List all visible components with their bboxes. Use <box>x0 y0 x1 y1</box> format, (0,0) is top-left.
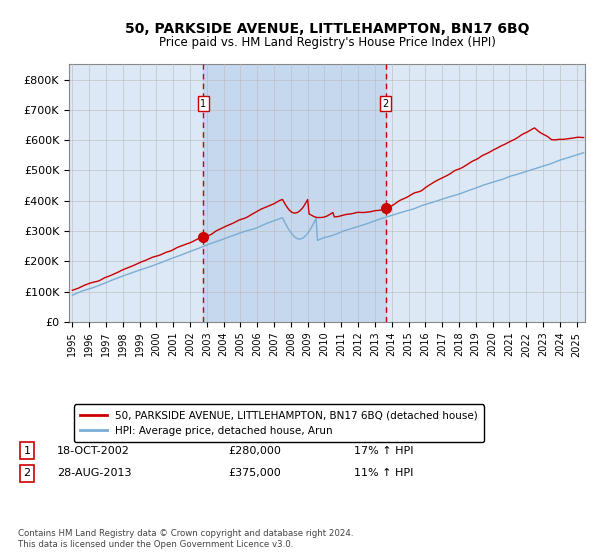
Bar <box>203 64 386 322</box>
Text: 11% ↑ HPI: 11% ↑ HPI <box>354 468 413 478</box>
Text: Contains HM Land Registry data © Crown copyright and database right 2024.
This d: Contains HM Land Registry data © Crown c… <box>18 529 353 549</box>
Text: 28-AUG-2013: 28-AUG-2013 <box>57 468 131 478</box>
Legend: 50, PARKSIDE AVENUE, LITTLEHAMPTON, BN17 6BQ (detached house), HPI: Average pric: 50, PARKSIDE AVENUE, LITTLEHAMPTON, BN17… <box>74 404 484 442</box>
Text: 50, PARKSIDE AVENUE, LITTLEHAMPTON, BN17 6BQ: 50, PARKSIDE AVENUE, LITTLEHAMPTON, BN17… <box>125 22 529 36</box>
Text: Price paid vs. HM Land Registry's House Price Index (HPI): Price paid vs. HM Land Registry's House … <box>158 36 496 49</box>
Text: £280,000: £280,000 <box>228 446 281 456</box>
Text: 2: 2 <box>383 99 389 109</box>
Text: 17% ↑ HPI: 17% ↑ HPI <box>354 446 413 456</box>
Text: 18-OCT-2002: 18-OCT-2002 <box>57 446 130 456</box>
Text: 1: 1 <box>23 446 31 456</box>
Text: 2: 2 <box>23 468 31 478</box>
Text: 1: 1 <box>200 99 206 109</box>
Text: £375,000: £375,000 <box>228 468 281 478</box>
